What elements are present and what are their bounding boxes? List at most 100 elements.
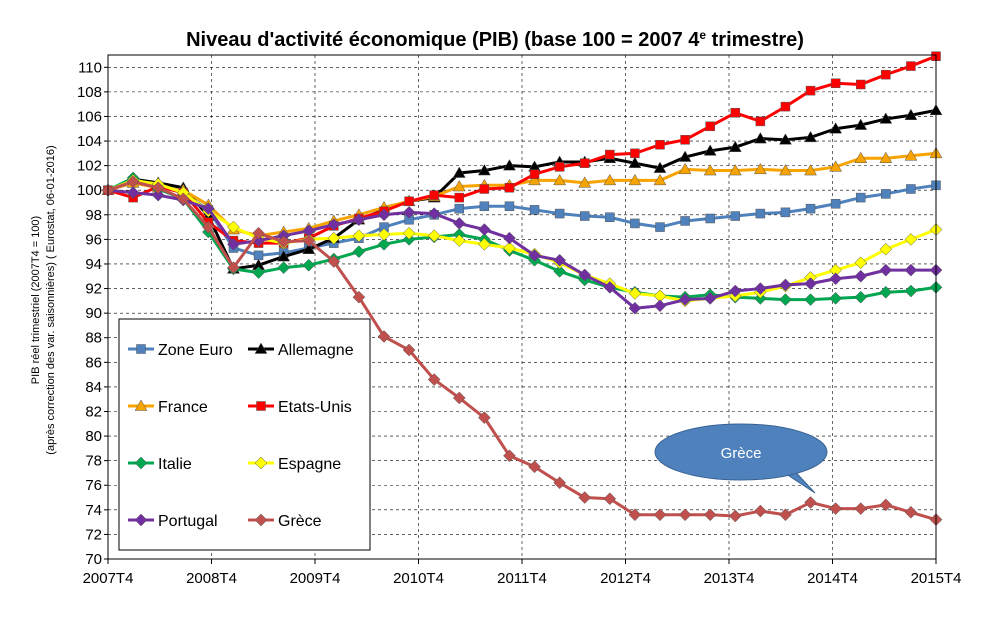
data-point-allemagne (452, 166, 466, 178)
plot-border (107, 54, 937, 560)
data-point-france (753, 162, 767, 175)
data-point-allemagne (728, 140, 742, 152)
data-point-portugal (653, 299, 667, 313)
legend-label: Espagne (278, 456, 341, 473)
data-point-espagne (904, 233, 918, 246)
data-point-portugal (327, 218, 341, 231)
data-point-france (904, 149, 918, 161)
data-point-gr-ce (553, 476, 566, 490)
data-point-portugal (678, 293, 692, 306)
legend-label: France (158, 399, 208, 416)
data-point-etats-unis (630, 148, 640, 159)
y-tick-label: 106 (77, 108, 102, 125)
series-line-espagne (107, 178, 937, 303)
series-line-portugal (107, 188, 936, 310)
legend: Zone Euro Allemagne France Etats-Unis Italie… (118, 318, 371, 551)
legend-marker (134, 513, 148, 527)
chart-title: Niveau d'activité économique (PIB) (base… (186, 28, 804, 51)
data-point-etats-unis (830, 78, 841, 89)
legend-label: Etats-Unis (278, 399, 352, 416)
legend-label: Grèce (278, 513, 322, 530)
legend-item-portugal: Portugal (128, 513, 218, 530)
data-point-gr-ce (202, 220, 215, 234)
data-point-france (779, 164, 792, 176)
data-point-etats-unis (479, 184, 490, 194)
data-point-france (603, 173, 617, 186)
data-point-italie (277, 261, 290, 275)
data-point-portugal (478, 223, 491, 236)
data-point-portugal (728, 284, 742, 298)
data-point-portugal (503, 231, 516, 245)
legend-label: Zone Euro (158, 342, 233, 359)
x-tick-label: 2010T4 (393, 570, 444, 587)
data-point-allemagne (779, 133, 792, 145)
data-point-zone-euro (830, 198, 841, 209)
legend-item-gr-ce: Grèce (248, 513, 322, 530)
legend-marker (134, 456, 148, 470)
series-layer (101, 51, 943, 527)
y-tick-label: 96 (85, 231, 102, 248)
y-tick-label: 80 (85, 428, 102, 445)
x-tick-label: 2009T4 (290, 570, 341, 587)
data-point-portugal (904, 263, 918, 277)
y-axis-ticks: 70 72 74 76 78 80 82 84 86 88 90 92 94 96 98 100 102 104 1… (77, 59, 108, 568)
data-point-gr-ce (728, 509, 742, 523)
data-point-allemagne (302, 242, 316, 254)
callout-text: Grèce (721, 445, 762, 462)
grece-callout: Grèce (654, 423, 828, 494)
data-point-allemagne (829, 122, 843, 134)
data-point-france (678, 162, 692, 175)
data-point-espagne (327, 231, 341, 245)
legend-box (118, 318, 371, 551)
data-point-zone-euro (705, 213, 715, 224)
data-point-france (728, 164, 742, 176)
data-point-portugal (126, 186, 140, 200)
data-point-etats-unis (881, 69, 891, 80)
data-point-gr-ce (252, 226, 265, 240)
data-point-france (879, 151, 893, 164)
data-point-etats-unis (404, 196, 414, 207)
data-point-france (528, 173, 541, 186)
data-point-italie (779, 293, 792, 306)
data-point-portugal (528, 249, 541, 262)
data-point-zone-euro (554, 208, 565, 219)
y-tick-label: 94 (85, 256, 102, 273)
data-point-zone-euro (454, 203, 465, 214)
data-point-allemagne (879, 112, 893, 124)
data-point-france (829, 160, 843, 172)
data-point-portugal (402, 205, 416, 219)
data-point-gr-ce (603, 492, 617, 506)
data-point-etats-unis (504, 183, 515, 193)
data-point-zone-euro (805, 203, 816, 214)
data-point-espagne (854, 256, 868, 270)
data-point-france (854, 151, 868, 164)
y-tick-label: 84 (85, 379, 102, 396)
data-point-gr-ce (227, 261, 240, 275)
data-point-portugal (151, 188, 165, 202)
data-point-espagne (503, 241, 516, 255)
data-point-espagne (227, 220, 240, 234)
legend-item-etats-unis: Etats-Unis (248, 399, 352, 416)
data-point-etats-unis (529, 169, 540, 179)
data-point-gr-ce (478, 411, 491, 424)
data-point-gr-ce (779, 508, 792, 522)
series-gr-ce (101, 175, 943, 527)
data-point-portugal (427, 207, 441, 220)
data-point-gr-ce (528, 460, 541, 474)
x-tick-label: 2014T4 (807, 570, 858, 587)
legend-item-zone-euro: Zone Euro (128, 342, 233, 359)
x-tick-label: 2011T4 (497, 570, 547, 587)
x-tick-label: 2013T4 (704, 570, 755, 587)
series-portugal (101, 183, 943, 315)
y-tick-label: 92 (85, 281, 102, 298)
x-tick-label: 2007T4 (83, 570, 134, 587)
data-point-gr-ce (854, 502, 868, 515)
data-point-portugal (754, 282, 767, 295)
data-point-gr-ce (653, 508, 667, 522)
series-line-gr-ce (107, 180, 937, 522)
data-point-portugal (578, 268, 592, 282)
data-point-zone-euro (780, 207, 791, 218)
data-point-etats-unis (680, 135, 690, 145)
data-point-italie (377, 237, 391, 251)
